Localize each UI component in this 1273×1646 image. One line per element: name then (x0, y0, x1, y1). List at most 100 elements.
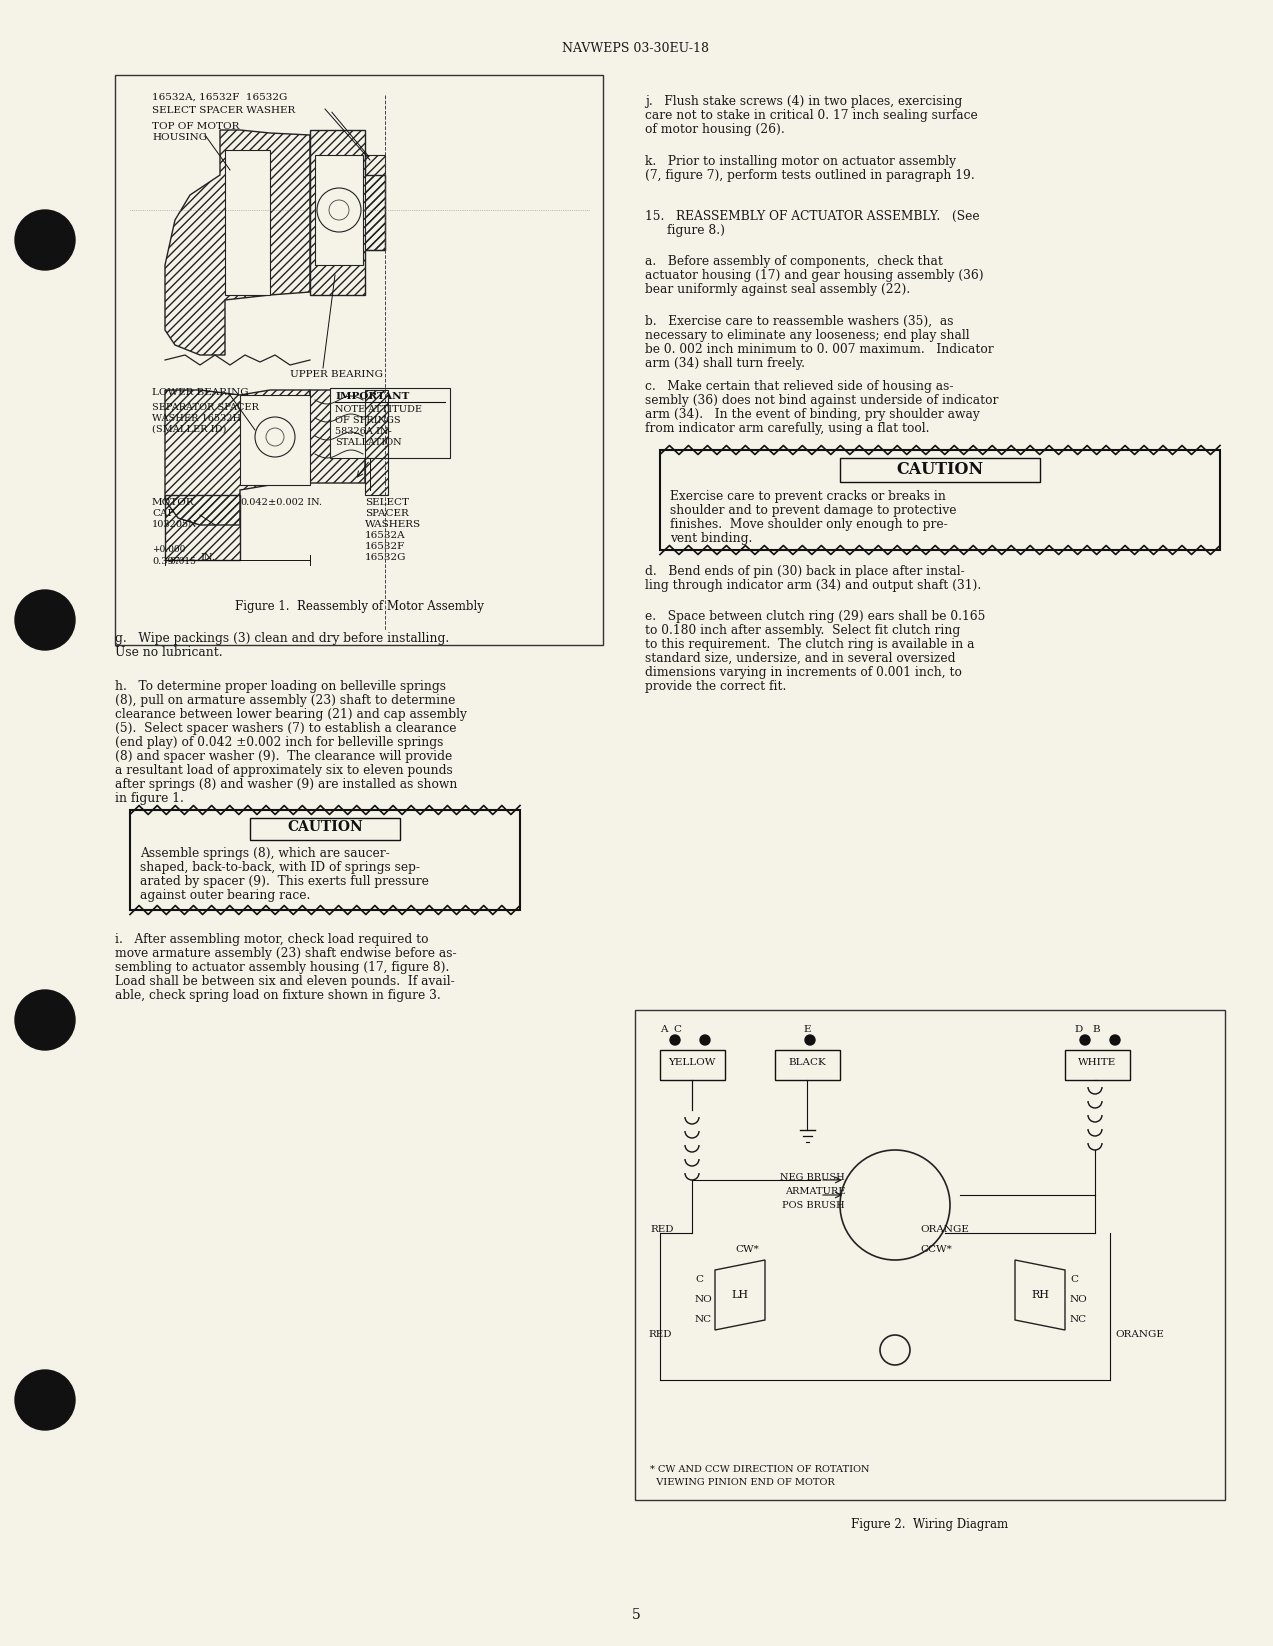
Text: C: C (1071, 1276, 1078, 1284)
Text: arm (34) shall turn freely.: arm (34) shall turn freely. (645, 357, 805, 370)
Text: ±0.002 IN.: ±0.002 IN. (269, 499, 322, 507)
Text: after springs (8) and washer (9) are installed as shown: after springs (8) and washer (9) are ins… (115, 779, 457, 792)
Text: * CW AND CCW DIRECTION OF ROTATION: * CW AND CCW DIRECTION OF ROTATION (651, 1465, 869, 1475)
Text: IN.: IN. (200, 553, 215, 561)
Text: clearance between lower bearing (21) and cap assembly: clearance between lower bearing (21) and… (115, 708, 467, 721)
Text: OF SPRINGS: OF SPRINGS (335, 416, 401, 425)
Text: VIEWING PINION END OF MOTOR: VIEWING PINION END OF MOTOR (651, 1478, 835, 1486)
Bar (365, 155, 384, 250)
Text: d.   Bend ends of pin (30) back in place after instal-: d. Bend ends of pin (30) back in place a… (645, 565, 965, 578)
Text: ling through indicator arm (34) and output shaft (31).: ling through indicator arm (34) and outp… (645, 579, 981, 593)
Text: ARMATURE: ARMATURE (784, 1187, 845, 1197)
Text: shoulder and to prevent damage to protective: shoulder and to prevent damage to protec… (670, 504, 956, 517)
Bar (250, 818, 400, 839)
Text: ORANGE: ORANGE (920, 1225, 969, 1234)
Bar (659, 449, 1220, 550)
Text: Exercise care to prevent cracks or breaks in: Exercise care to prevent cracks or break… (670, 491, 946, 504)
Text: STALLATION: STALLATION (335, 438, 401, 448)
Text: SPACER: SPACER (365, 509, 409, 518)
Text: LOWER BEARING: LOWER BEARING (151, 388, 248, 397)
Circle shape (1110, 1035, 1120, 1045)
Text: RED: RED (651, 1225, 673, 1234)
Circle shape (15, 989, 75, 1050)
Text: NAVWEPS 03-30EU-18: NAVWEPS 03-30EU-18 (563, 43, 709, 54)
Circle shape (15, 589, 75, 650)
Text: ORANGE: ORANGE (1115, 1330, 1164, 1338)
Text: BLACK: BLACK (788, 1058, 826, 1067)
Text: (end play) of 0.042 ±0.002 inch for belleville springs: (end play) of 0.042 ±0.002 inch for bell… (115, 736, 443, 749)
Text: D   B: D B (1074, 1025, 1101, 1034)
Text: -0.015: -0.015 (168, 556, 197, 566)
Bar (130, 810, 519, 910)
Text: NOTE ATTITUDE: NOTE ATTITUDE (335, 405, 423, 415)
Text: shaped, back-to-back, with ID of springs sep-: shaped, back-to-back, with ID of springs… (140, 861, 420, 874)
Text: POS BRUSH: POS BRUSH (783, 1202, 845, 1210)
Text: i.   After assembling motor, check load required to: i. After assembling motor, check load re… (115, 933, 429, 946)
Bar (241, 395, 311, 486)
Text: NO: NO (695, 1295, 713, 1304)
Text: k.   Prior to installing motor on actuator assembly: k. Prior to installing motor on actuator… (645, 155, 956, 168)
Text: WHITE: WHITE (1078, 1058, 1116, 1067)
Text: Figure 1.  Reassembly of Motor Assembly: Figure 1. Reassembly of Motor Assembly (234, 601, 484, 612)
Circle shape (255, 416, 295, 458)
Text: UPPER BEARING: UPPER BEARING (290, 370, 383, 379)
Bar (115, 76, 603, 645)
Text: A  C: A C (659, 1025, 682, 1034)
Polygon shape (715, 1259, 765, 1330)
Text: Assemble springs (8), which are saucer-: Assemble springs (8), which are saucer- (140, 848, 390, 859)
Text: YELLOW: YELLOW (668, 1058, 715, 1067)
Text: (8) and spacer washer (9).  The clearance will provide: (8) and spacer washer (9). The clearance… (115, 751, 452, 764)
Text: 0.397: 0.397 (151, 556, 179, 566)
Text: (5).  Select spacer washers (7) to establish a clearance: (5). Select spacer washers (7) to establ… (115, 723, 457, 736)
Text: to this requirement.  The clutch ring is available in a: to this requirement. The clutch ring is … (645, 639, 975, 652)
Text: Figure 2.  Wiring Diagram: Figure 2. Wiring Diagram (852, 1518, 1008, 1531)
Text: 58326A IN-: 58326A IN- (335, 426, 392, 436)
Text: j.   Flush stake screws (4) in two places, exercising: j. Flush stake screws (4) in two places,… (645, 95, 962, 109)
Text: b.   Exercise care to reassemble washers (35),  as: b. Exercise care to reassemble washers (… (645, 314, 953, 328)
Circle shape (805, 1035, 815, 1045)
Text: able, check spring load on fixture shown in figure 3.: able, check spring load on fixture shown… (115, 989, 440, 1002)
Polygon shape (225, 150, 270, 295)
Text: IMPORTANT: IMPORTANT (335, 392, 410, 402)
Text: a.   Before assembly of components,  check that: a. Before assembly of components, check … (645, 255, 943, 268)
Text: Use no lubricant.: Use no lubricant. (115, 645, 223, 658)
Text: dimensions varying in increments of 0.001 inch, to: dimensions varying in increments of 0.00… (645, 667, 962, 680)
Text: c.   Make certain that relieved side of housing as-: c. Make certain that relieved side of ho… (645, 380, 953, 393)
Text: CAUTION: CAUTION (896, 461, 984, 477)
Text: SEPARATOR SPACER: SEPARATOR SPACER (151, 403, 258, 412)
Text: 0.042: 0.042 (241, 499, 267, 507)
Text: HOUSING: HOUSING (151, 133, 207, 142)
Circle shape (15, 211, 75, 270)
Text: against outer bearing race.: against outer bearing race. (140, 889, 311, 902)
Text: to 0.180 inch after assembly.  Select fit clutch ring: to 0.180 inch after assembly. Select fit… (645, 624, 960, 637)
Text: +0.000: +0.000 (151, 545, 186, 555)
Text: CAUTION: CAUTION (288, 820, 363, 835)
Text: 5: 5 (631, 1608, 640, 1621)
Bar (330, 388, 449, 458)
Text: of motor housing (26).: of motor housing (26). (645, 123, 784, 137)
Text: 16532A, 16532F  16532G: 16532A, 16532F 16532G (151, 94, 288, 102)
Text: (7, figure 7), perform tests outlined in paragraph 19.: (7, figure 7), perform tests outlined in… (645, 170, 975, 183)
Text: CCW*: CCW* (920, 1244, 952, 1254)
Text: move armature assembly (23) shaft endwise before as-: move armature assembly (23) shaft endwis… (115, 946, 457, 960)
Text: 16532A: 16532A (365, 532, 406, 540)
Text: actuator housing (17) and gear housing assembly (36): actuator housing (17) and gear housing a… (645, 268, 984, 281)
Text: h.   To determine proper loading on belleville springs: h. To determine proper loading on bellev… (115, 680, 446, 693)
Text: SELECT SPACER WASHER: SELECT SPACER WASHER (151, 105, 295, 115)
Bar (1066, 1050, 1130, 1080)
Bar (635, 1011, 1225, 1500)
Circle shape (670, 1035, 680, 1045)
Text: from indicator arm carefully, using a flat tool.: from indicator arm carefully, using a fl… (645, 421, 929, 435)
Bar (659, 1050, 726, 1080)
Polygon shape (1015, 1259, 1066, 1330)
Text: NEG BRUSH: NEG BRUSH (780, 1174, 845, 1182)
Text: 103205N: 103205N (151, 520, 197, 528)
Text: care not to stake in critical 0. 17 inch sealing surface: care not to stake in critical 0. 17 inch… (645, 109, 978, 122)
Text: NO: NO (1071, 1295, 1087, 1304)
Text: RED: RED (648, 1330, 671, 1338)
Circle shape (1080, 1035, 1090, 1045)
Text: vent binding.: vent binding. (670, 532, 752, 545)
Text: 16532G: 16532G (365, 553, 406, 561)
Text: C: C (695, 1276, 703, 1284)
Bar (165, 495, 241, 560)
